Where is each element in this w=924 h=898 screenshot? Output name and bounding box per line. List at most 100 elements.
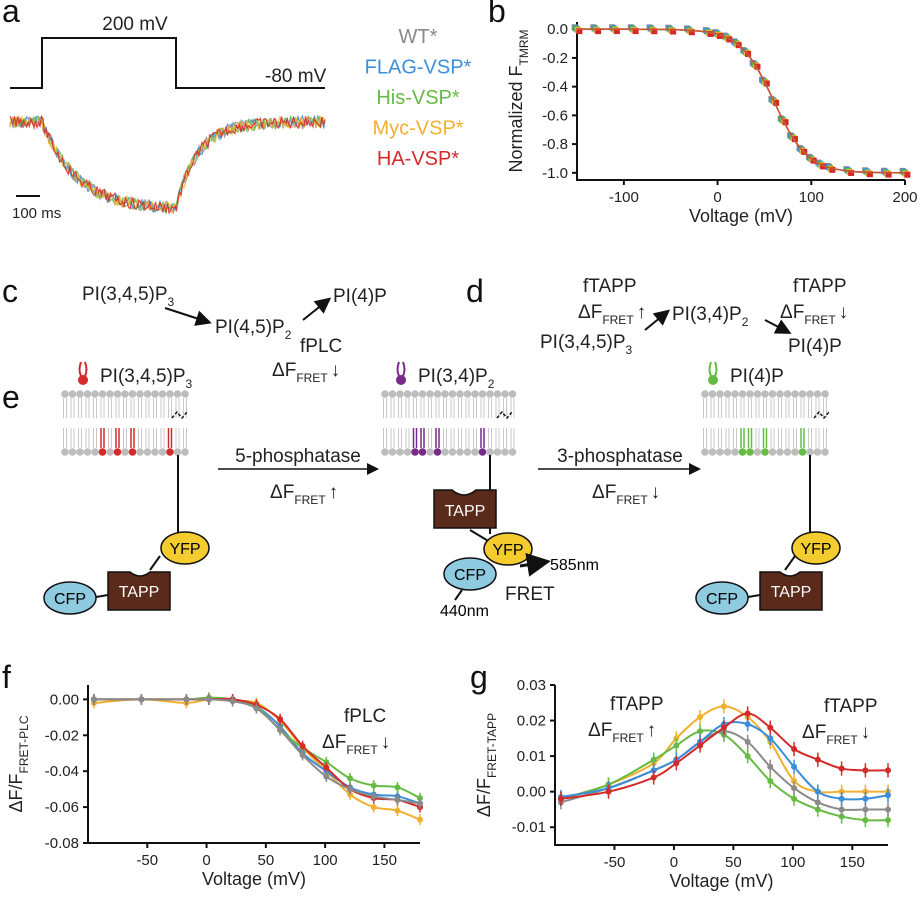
sensor-anchor [496, 410, 513, 420]
yfp-protein [160, 531, 210, 565]
lipid-tail [755, 398, 760, 448]
legend-entry: HA-VSP* [377, 148, 459, 170]
voltage-step-protocol [10, 37, 325, 89]
lipid-head [166, 390, 174, 398]
lipid-head [493, 448, 502, 456]
lipid-head [121, 448, 129, 456]
lipid-head [388, 390, 397, 398]
y-tick-label: -0.8 [542, 136, 568, 153]
lipid-tail [703, 398, 707, 448]
lipid-head [768, 390, 777, 398]
cfp-label: CFP [454, 567, 486, 584]
legend: WT* FLAG-VSP* His-VSP* Myc-VSP* HA-VSP* [365, 26, 472, 170]
lipid-head [76, 448, 84, 456]
data-point [277, 726, 284, 733]
data-point [885, 792, 891, 799]
lipid-head [723, 448, 732, 456]
chart-g: 0.03 0.02 0.01 0.00 -0.01 -50 0 50 100 150 Voltage… [474, 677, 891, 891]
phosphoinositide-head [98, 448, 107, 456]
lipid-tail [93, 398, 97, 448]
lipid-head [731, 390, 739, 398]
lipid-head [471, 448, 479, 456]
panel-label-d: d [466, 273, 484, 309]
data-point [417, 816, 423, 823]
lipid-tail [390, 398, 395, 448]
data-point [205, 696, 212, 703]
lipid-tail [183, 398, 187, 448]
lipid-head [776, 390, 784, 398]
lipid-head [426, 390, 434, 398]
data-point [782, 119, 789, 126]
lipid-tail [748, 398, 752, 448]
e-legend-pi34p2: PI(3,4)P2 [418, 366, 495, 391]
data-point [838, 806, 845, 813]
panel-a: 200 mV -80 mV 100 ms WT* FLAG-VSP* His-VSP… [9, 14, 472, 222]
data-point [744, 721, 751, 728]
phosphoinositide-tail [100, 428, 105, 448]
lipid-tail [770, 398, 775, 448]
phosphoinositide-head [418, 448, 427, 456]
lipid-tail [435, 398, 440, 448]
y-tick-label: -0.08 [45, 835, 79, 852]
phosphoinositide-tail [167, 428, 173, 448]
lipid-head [486, 448, 494, 456]
phosphoinositide-head [411, 448, 419, 456]
fret-label: FRET [505, 584, 555, 605]
lipid-tail [815, 398, 820, 448]
lipid-head [701, 448, 709, 456]
data-point [183, 696, 190, 703]
tapp-label: TAPP [445, 503, 486, 520]
sensor-state-3: YFP TAPP CFP [695, 455, 841, 615]
lipid-head [106, 448, 114, 456]
legend-entry: WT* [399, 26, 438, 48]
data-point [862, 806, 869, 813]
x-tick-label: 100 [313, 852, 338, 869]
lipid-head [61, 448, 69, 456]
cfp-protein [443, 557, 497, 591]
lipid-head [151, 448, 159, 456]
data-point [650, 774, 657, 781]
lipid-head [98, 390, 107, 398]
lipid-tail [138, 398, 142, 448]
x-axis-label: Voltage (mV) [689, 206, 793, 226]
lipid-head [783, 448, 792, 456]
chart-b: 0.0 -0.2 -0.4 -0.6 -0.8 -1.0 -100 0 100 200 Voltag… [506, 21, 918, 226]
phosphoinositide-head [113, 448, 122, 456]
excitation-label: 440nm [440, 603, 489, 620]
lipid-tail [458, 398, 462, 448]
lipid-head [106, 390, 114, 398]
data-point [613, 28, 620, 35]
tapp-protein [759, 571, 823, 611]
lipid-head [723, 390, 732, 398]
e-delta-2: ΔFFRET ↓ [592, 482, 660, 507]
arrow [644, 309, 671, 331]
lipid-tail [450, 398, 455, 448]
lipid-head [738, 390, 747, 398]
yfp-protein [483, 532, 533, 566]
x-tick-label: 100 [799, 189, 824, 206]
lipid-head [493, 390, 502, 398]
x-tick-label: 0 [670, 854, 678, 871]
lipid-head [791, 448, 799, 456]
lipid-bilayer [61, 390, 189, 456]
x-tick-label: -100 [609, 189, 639, 206]
e-legend-pi4p: PI(4)P [730, 366, 784, 387]
lipid-head [396, 390, 404, 398]
lipid-legend-head [78, 375, 88, 385]
lipid-head [813, 448, 822, 456]
y-tick-label: 0.0 [547, 21, 568, 38]
data-point [651, 28, 658, 35]
yfp-protein [791, 531, 841, 565]
lipid-head [158, 390, 167, 398]
lipid-tail [718, 398, 722, 448]
lipid-head [91, 390, 99, 398]
data-point [838, 795, 845, 802]
step-low-label: -80 mV [265, 66, 327, 87]
lipid-head [396, 448, 404, 456]
y-axis-label: ΔF/FFRET-PLC [6, 715, 31, 812]
phosphoinositide-head [746, 448, 754, 456]
c-intermediate: PI(4,5)P2 [215, 317, 292, 342]
data-point [791, 136, 798, 143]
lipid-head [806, 390, 814, 398]
lipid-head [61, 390, 69, 398]
